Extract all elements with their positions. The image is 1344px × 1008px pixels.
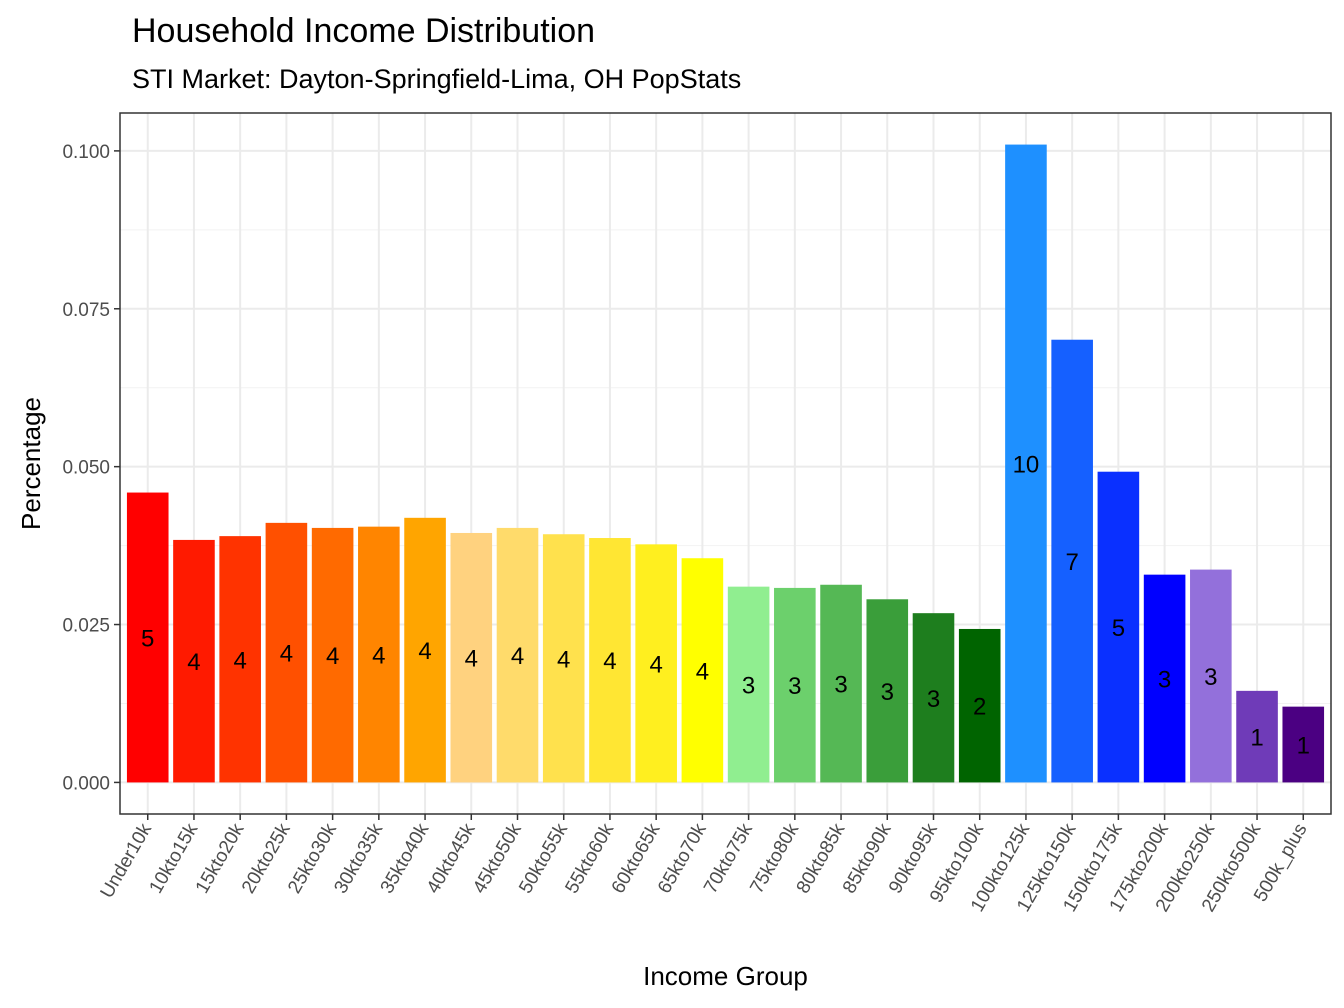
bar bbox=[1236, 690, 1278, 783]
bar-value-label: 10 bbox=[1013, 452, 1040, 479]
bar bbox=[1282, 706, 1325, 783]
bar-value-label: 4 bbox=[280, 641, 293, 668]
bar-value-label: 3 bbox=[927, 686, 940, 713]
y-tick-label: 0.100 bbox=[62, 142, 110, 163]
bar-value-label: 4 bbox=[649, 651, 662, 678]
bar-value-label: 3 bbox=[742, 673, 755, 700]
y-tick-label: 0.050 bbox=[62, 458, 110, 479]
bar-value-label: 1 bbox=[1250, 725, 1263, 752]
bar-value-label: 4 bbox=[465, 646, 478, 673]
bar bbox=[126, 492, 169, 783]
bar bbox=[820, 584, 862, 783]
bar-value-label: 3 bbox=[881, 679, 894, 706]
bar-value-label: 3 bbox=[1204, 664, 1217, 691]
bar-value-label: 4 bbox=[696, 658, 709, 685]
bar bbox=[311, 527, 354, 783]
bar bbox=[774, 587, 816, 783]
y-tick-label: 0.075 bbox=[62, 300, 110, 321]
bar bbox=[265, 522, 308, 783]
bar bbox=[681, 558, 724, 783]
bar-value-label: 2 bbox=[973, 694, 986, 721]
bar bbox=[635, 544, 677, 783]
bar bbox=[1097, 471, 1140, 783]
bar-value-label: 4 bbox=[557, 646, 570, 673]
bar bbox=[358, 526, 400, 783]
bar-value-label: 4 bbox=[603, 648, 616, 675]
bar-value-label: 7 bbox=[1065, 549, 1078, 576]
bar bbox=[542, 534, 585, 783]
bar-value-label: 4 bbox=[418, 638, 431, 665]
bar-value-label: 4 bbox=[372, 643, 385, 670]
bar bbox=[589, 538, 631, 783]
bar bbox=[912, 613, 955, 783]
bars: 5 4 4 4 4 4 4 4 4 4 4 4 4 3 3 3 3 3 2 10 7 5 3 3 1 1 bbox=[126, 144, 1325, 783]
bar-value-label: 3 bbox=[834, 672, 847, 699]
chart-subtitle: STI Market: Dayton-Springfield-Lima, OH … bbox=[132, 64, 742, 94]
bar-value-label: 4 bbox=[511, 643, 524, 670]
bar-value-label: 4 bbox=[233, 647, 246, 674]
bar bbox=[1143, 574, 1186, 783]
bar-value-label: 3 bbox=[1158, 667, 1171, 694]
bar bbox=[866, 599, 909, 783]
y-axis-title: Percentage bbox=[16, 397, 46, 530]
bar-value-label: 1 bbox=[1297, 733, 1310, 760]
bar-value-label: 4 bbox=[326, 643, 339, 670]
bar bbox=[496, 527, 539, 783]
bar bbox=[1005, 144, 1047, 783]
x-axis-title: Income Group bbox=[643, 961, 808, 991]
bar-value-label: 3 bbox=[788, 673, 801, 700]
panel-border bbox=[119, 112, 1332, 815]
bar-value-label: 5 bbox=[1112, 615, 1125, 642]
y-tick-label: 0.000 bbox=[62, 773, 110, 794]
y-tick-label: 0.025 bbox=[62, 616, 110, 637]
x-tick-label: Under10k bbox=[97, 820, 157, 902]
bar bbox=[219, 536, 261, 783]
bar bbox=[173, 539, 215, 783]
bar-value-label: 4 bbox=[187, 649, 200, 676]
bar-value-label: 5 bbox=[141, 625, 154, 652]
bar bbox=[450, 532, 493, 783]
bar bbox=[404, 517, 446, 783]
bar bbox=[958, 628, 1001, 783]
bar bbox=[1051, 339, 1093, 783]
chart-title: Household Income Distribution bbox=[132, 12, 596, 50]
bar bbox=[727, 586, 770, 783]
bar bbox=[1190, 569, 1232, 783]
